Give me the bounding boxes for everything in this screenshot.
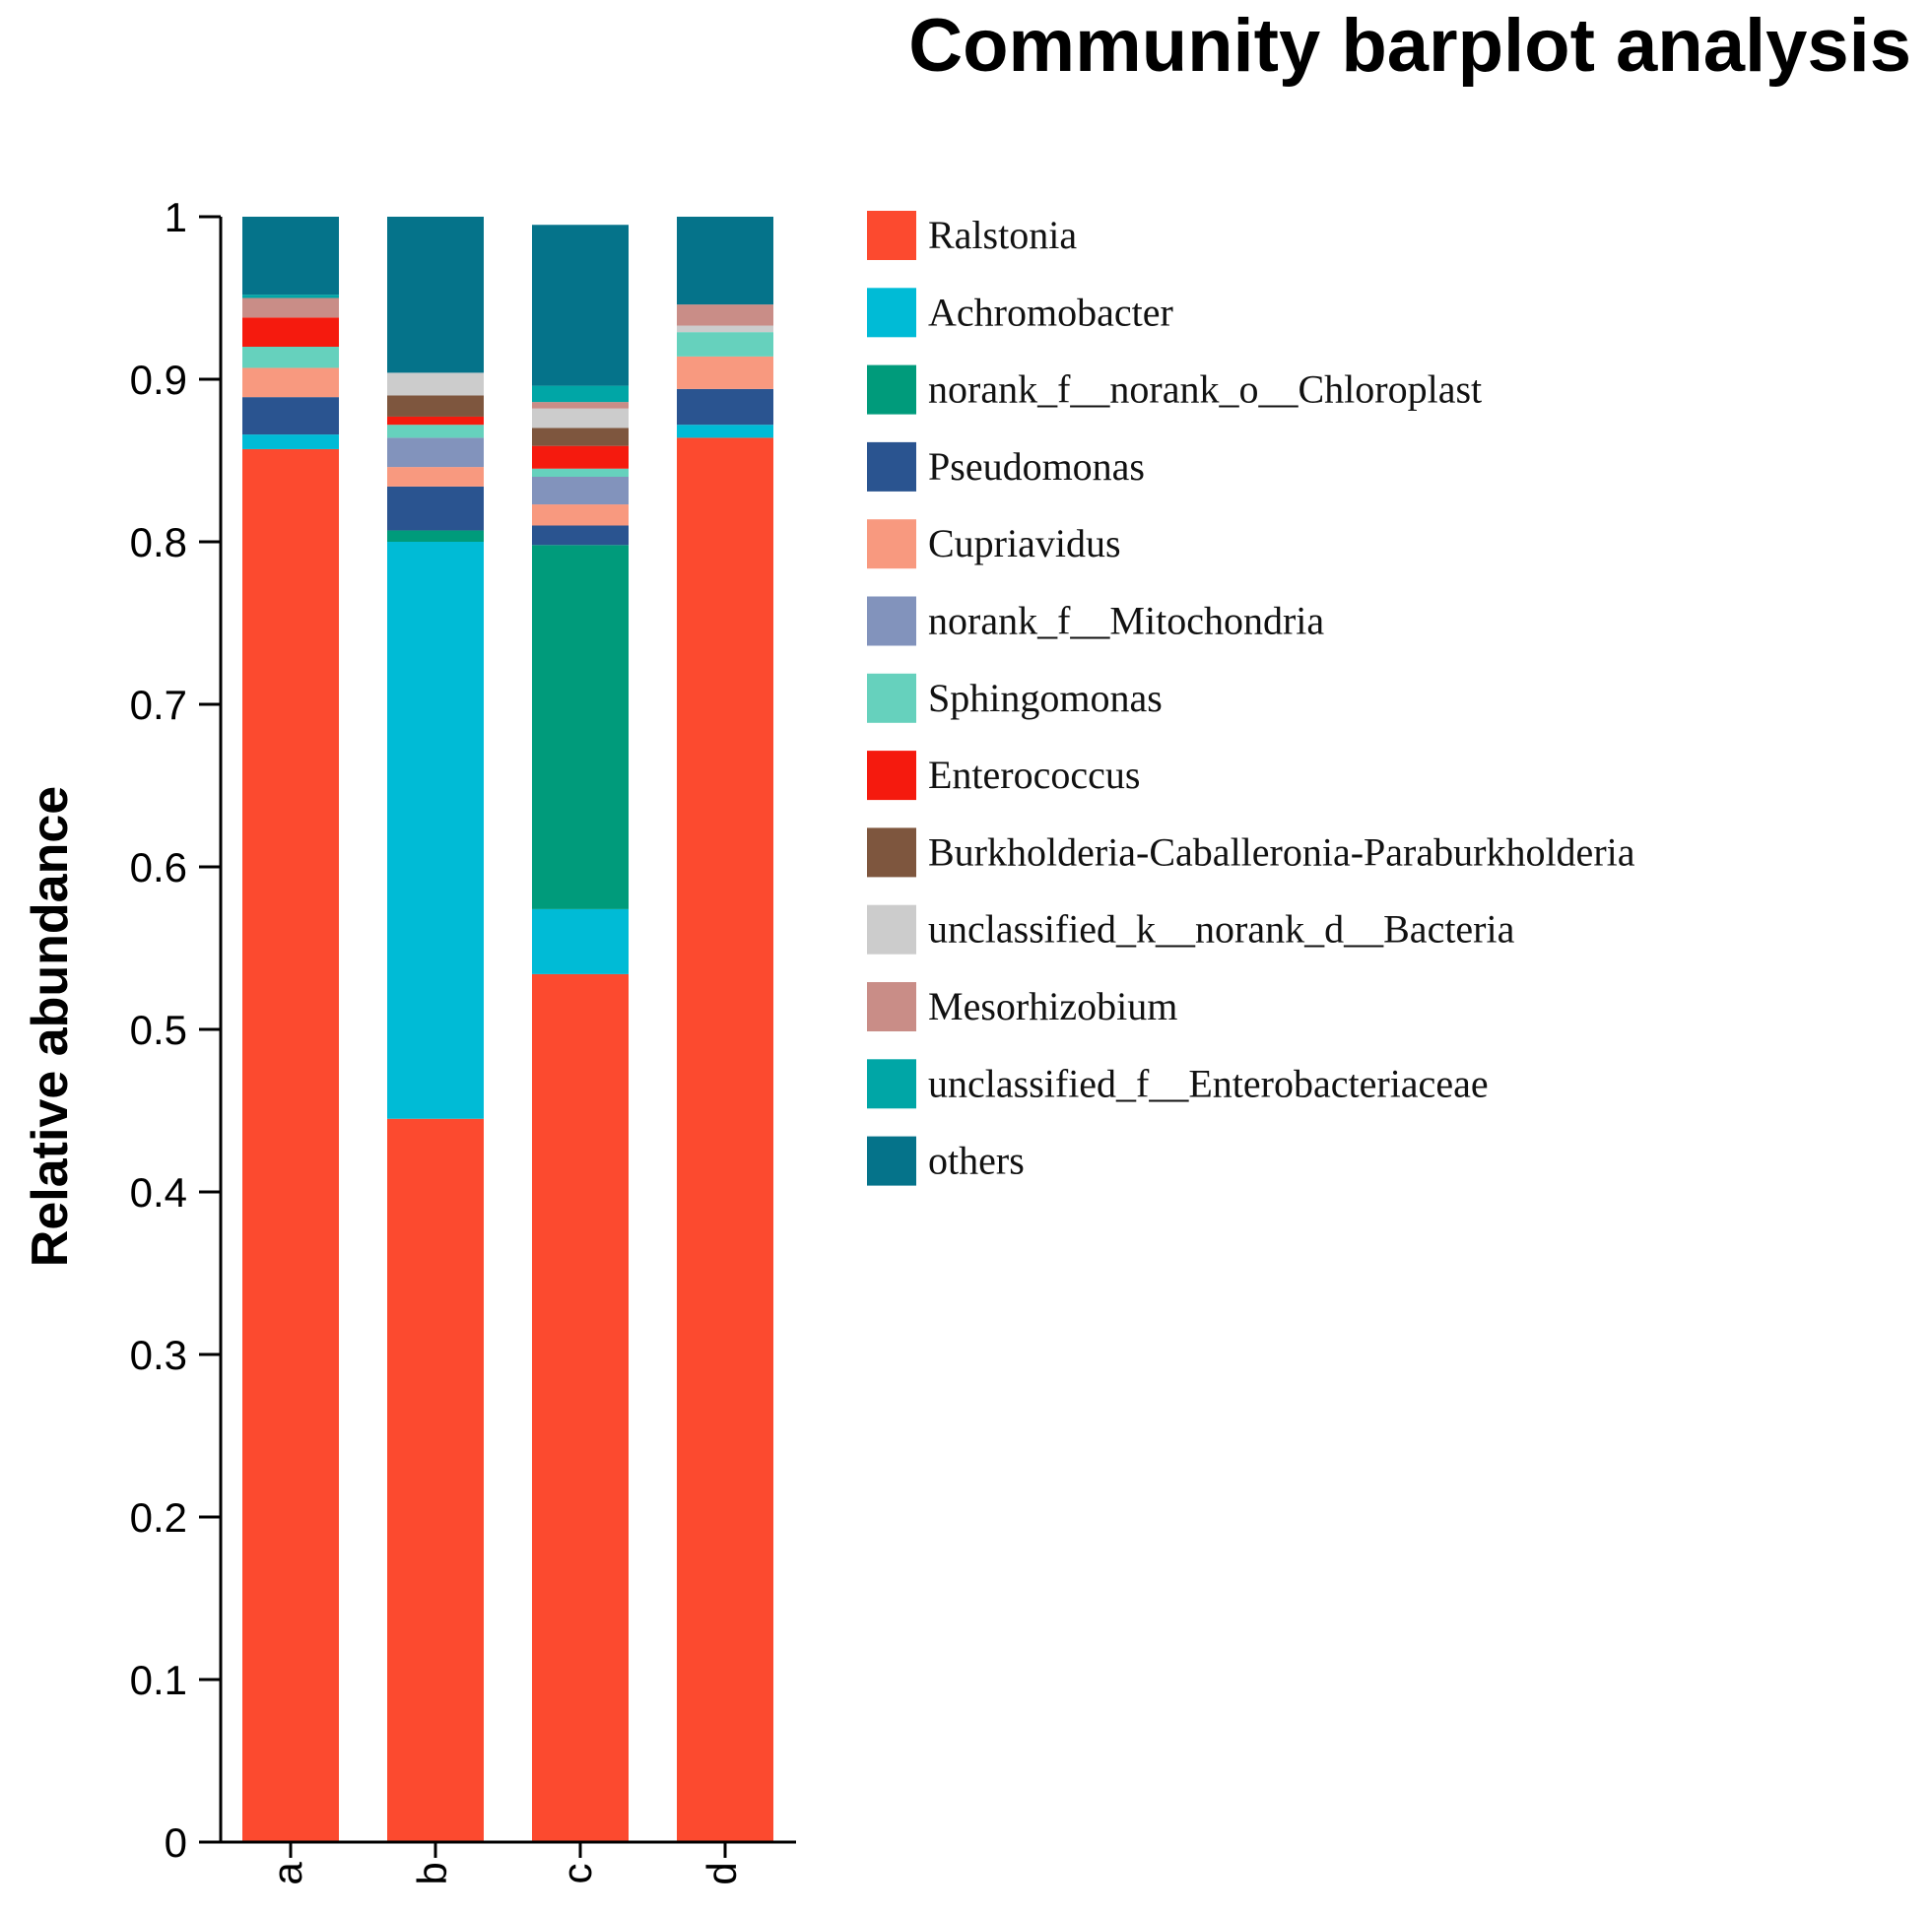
bar-segment-c-10 [532, 402, 629, 409]
y-tick-label-3: 0.3 [130, 1332, 187, 1378]
bar-segment-d-0 [677, 437, 773, 1842]
legend-label-10: Mesorhizobium [928, 984, 1177, 1028]
legend-swatch-12 [867, 1136, 916, 1186]
legend-swatch-10 [867, 982, 916, 1031]
legend: Ralstonia Achromobacter norank_f__norank_o… [867, 211, 1635, 1186]
bar-segment-a-3 [242, 397, 339, 435]
bar-segment-c-2 [532, 545, 629, 909]
bar-segment-c-11 [532, 385, 629, 403]
bar-segment-c-12 [532, 225, 629, 386]
legend-swatch-3 [867, 441, 916, 492]
y-tick-label-4: 0.4 [130, 1169, 187, 1216]
y-tick-label-6: 0.6 [130, 844, 187, 891]
bar-segment-a-7 [242, 317, 339, 347]
legend-swatch-7 [867, 751, 916, 801]
bar-segment-c-6 [532, 468, 629, 477]
y-tick-label-8: 0.8 [130, 519, 187, 565]
bar-segment-c-1 [532, 908, 629, 974]
bar-segment-c-4 [532, 504, 629, 526]
bar-segment-b-2 [387, 530, 484, 542]
x-tick-label-c: c [554, 1864, 600, 1884]
bar-segment-c-8 [532, 428, 629, 446]
legend-label-9: unclassified_k__norank_d__Bacteria [928, 907, 1515, 952]
legend-swatch-2 [867, 364, 916, 415]
y-tick-label-9: 0.9 [130, 357, 187, 403]
y-tick-label-5: 0.5 [130, 1007, 187, 1053]
x-tick-label-b: b [409, 1862, 455, 1884]
bar-segment-d-10 [677, 304, 773, 326]
bar-segment-b-1 [387, 542, 484, 1119]
bar-segment-c-0 [532, 973, 629, 1842]
bar-segment-b-9 [387, 372, 484, 396]
bars-layer: a b c d [242, 217, 773, 1885]
bar-segment-d-1 [677, 425, 773, 438]
bar-segment-b-6 [387, 425, 484, 438]
bar-segment-a-11 [242, 295, 339, 298]
axes-layer: 0 0.1 0.2 0.3 0.4 0.5 0.6 0.7 0.8 0.9 1 [130, 194, 796, 1866]
x-tick-label-a: a [264, 1862, 310, 1885]
legend-label-4: Cupriavidus [928, 521, 1121, 565]
bar-segment-d-9 [677, 325, 773, 333]
legend-label-6: Sphingomonas [928, 676, 1163, 720]
legend-label-0: Ralstonia [928, 213, 1077, 257]
legend-label-11: unclassified_f__Enterobacteriaceae [928, 1061, 1489, 1105]
bar-segment-b-3 [387, 486, 484, 531]
y-tick-label-0: 0 [165, 1819, 187, 1866]
bar-segment-d-3 [677, 388, 773, 426]
y-axis-label: Relative abundance [22, 786, 79, 1267]
legend-swatch-1 [867, 288, 916, 338]
bar-segment-d-6 [677, 332, 773, 357]
bar-segment-b-8 [387, 395, 484, 417]
legend-swatch-8 [867, 827, 916, 878]
bar-segment-c-9 [532, 408, 629, 429]
legend-label-2: norank_f__norank_o__Chloroplast [928, 367, 1482, 412]
bar-segment-d-12 [677, 217, 773, 305]
legend-label-1: Achromobacter [928, 290, 1173, 334]
bar-segment-a-4 [242, 367, 339, 398]
legend-label-8: Burkholderia-Caballeronia-Paraburkholder… [928, 829, 1635, 874]
bar-segment-c-7 [532, 445, 629, 469]
y-tick-label-2: 0.2 [130, 1494, 187, 1541]
bar-segment-b-0 [387, 1118, 484, 1842]
legend-swatch-4 [867, 519, 916, 569]
legend-swatch-11 [867, 1059, 916, 1109]
bar-segment-b-7 [387, 416, 484, 426]
bar-segment-b-4 [387, 467, 484, 487]
bar-segment-b-12 [387, 217, 484, 373]
legend-label-12: others [928, 1139, 1025, 1183]
legend-label-3: Pseudomonas [928, 444, 1145, 489]
y-tick-label-1: 0.1 [130, 1657, 187, 1703]
bar-segment-a-10 [242, 297, 339, 318]
bar-segment-a-1 [242, 434, 339, 449]
chart-title: Community barplot analysis [908, 4, 1911, 88]
legend-swatch-5 [867, 596, 916, 646]
legend-swatch-6 [867, 673, 916, 723]
legend-label-5: norank_f__Mitochondria [928, 599, 1324, 643]
bar-segment-c-5 [532, 477, 629, 505]
legend-label-7: Enterococcus [928, 753, 1140, 797]
bar-segment-a-6 [242, 347, 339, 368]
legend-swatch-0 [867, 211, 916, 260]
legend-swatch-9 [867, 904, 916, 955]
bar-segment-a-0 [242, 448, 339, 1843]
bar-segment-d-4 [677, 356, 773, 389]
bar-segment-a-12 [242, 217, 339, 296]
y-tick-label-7: 0.7 [130, 682, 187, 728]
bar-segment-b-5 [387, 437, 484, 468]
y-tick-label-10: 1 [165, 194, 187, 240]
bar-segment-c-3 [532, 525, 629, 546]
x-tick-label-d: d [699, 1862, 745, 1884]
